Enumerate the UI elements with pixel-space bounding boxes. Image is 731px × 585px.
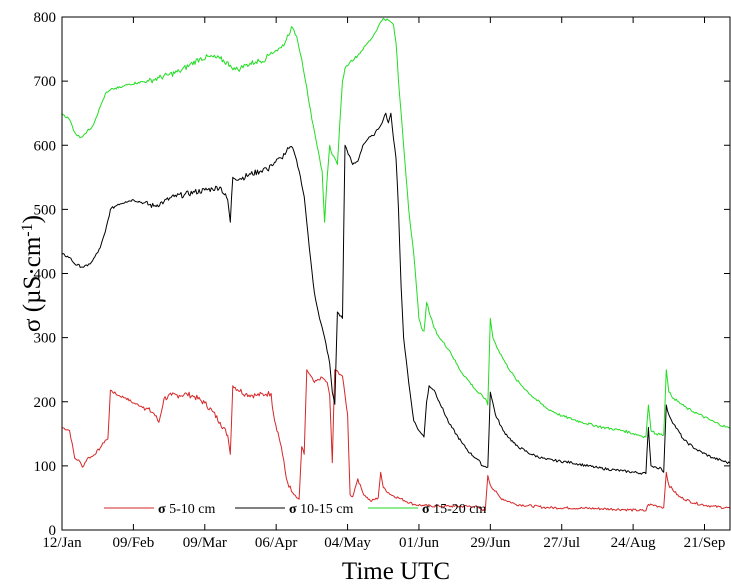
plot-frame (61, 16, 731, 531)
y-tick-label: 200 (34, 395, 57, 411)
x-tick-label: 04/May (324, 535, 371, 551)
series-line-0 (62, 369, 730, 512)
legend-label-0: σ 5-10 cm (158, 502, 216, 517)
legend-label-1: σ 10-15 cm (289, 502, 354, 517)
y-tick-label: 300 (34, 331, 57, 347)
legend-label-2: σ 15-20 cm (422, 502, 487, 517)
y-axis-ticks: 0 100 200 300 400 500 600 700 800 (34, 10, 730, 539)
x-tick-label: 09/Mar (183, 535, 227, 551)
y-axis-title-exponent: -1 (19, 223, 36, 236)
x-tick-label: 12/Jan (42, 535, 82, 551)
y-tick-label: 800 (34, 10, 57, 26)
y-axis-title-symbol: σ (19, 318, 46, 332)
y-tick-label: 700 (34, 74, 57, 90)
y-tick-label: 400 (34, 267, 57, 283)
y-tick-label: 500 (34, 202, 57, 218)
y-tick-label: 100 (34, 459, 57, 475)
y-axis-title-units: (µS·cm (19, 236, 46, 318)
x-tick-label: 24/Aug (611, 535, 657, 551)
x-axis-title: Time UTC (342, 558, 450, 585)
chart-legend: σ 5-10 cm σ 10-15 cm σ 15-20 cm (104, 502, 487, 517)
x-tick-label: 06/Apr (255, 535, 298, 551)
x-tick-label: 01/Jun (399, 535, 440, 551)
y-axis-title-close: ) (19, 215, 46, 223)
series-line-1 (62, 112, 730, 475)
x-tick-label: 27/Jul (543, 535, 580, 551)
plot-series-group (62, 17, 730, 512)
x-axis-ticks: 12/Jan 09/Feb 09/Mar 06/Apr 04/May 01/Jun 29/J… (42, 17, 725, 551)
x-tick-label: 29/Jun (470, 535, 511, 551)
y-tick-label: 0 (49, 523, 57, 539)
x-tick-label: 21/Sep (684, 535, 726, 551)
x-tick-label: 09/Feb (113, 535, 155, 551)
y-axis-title: σ (µS·cm-1) (19, 215, 47, 332)
series-line-2 (62, 17, 730, 439)
y-tick-label: 600 (34, 138, 57, 154)
